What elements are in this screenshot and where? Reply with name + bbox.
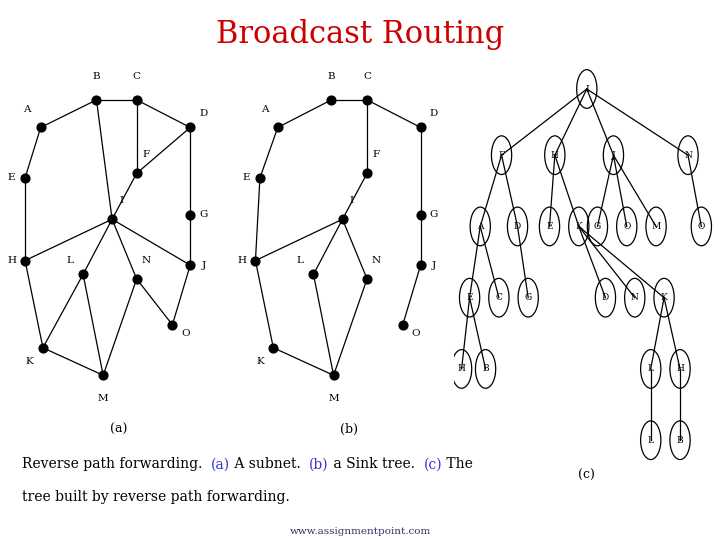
Text: (c): (c)	[424, 457, 442, 471]
Text: E: E	[8, 173, 15, 183]
Text: C: C	[495, 293, 503, 302]
Text: H: H	[238, 256, 246, 265]
Point	[184, 261, 196, 269]
Text: H: H	[676, 364, 684, 374]
Point	[131, 169, 143, 178]
Text: (b): (b)	[341, 423, 359, 436]
Text: C: C	[132, 72, 140, 82]
Point	[307, 270, 319, 279]
Text: F: F	[142, 151, 149, 159]
Text: H: H	[551, 151, 559, 160]
Point	[19, 256, 31, 265]
Text: F: F	[372, 151, 379, 159]
Text: L: L	[297, 256, 304, 265]
Text: J: J	[202, 261, 206, 269]
Point	[415, 261, 426, 269]
Text: M: M	[328, 394, 339, 403]
Point	[250, 256, 261, 265]
Text: N: N	[631, 293, 639, 302]
Text: H: H	[7, 256, 16, 265]
Text: I: I	[585, 84, 589, 93]
Text: G: G	[594, 222, 601, 231]
Text: J: J	[432, 261, 436, 269]
Text: A: A	[24, 105, 31, 113]
Text: www.assignmentpoint.com: www.assignmentpoint.com	[289, 528, 431, 536]
Point	[254, 174, 266, 183]
Text: M: M	[98, 394, 109, 403]
Point	[361, 274, 373, 283]
Point	[361, 169, 373, 178]
Text: B: B	[93, 72, 100, 82]
Point	[397, 320, 408, 329]
Text: O: O	[412, 329, 420, 339]
Point	[131, 96, 143, 104]
Text: E: E	[546, 222, 553, 231]
Text: (a): (a)	[110, 423, 127, 436]
Text: L: L	[648, 436, 654, 445]
Text: G: G	[525, 293, 532, 302]
Point	[361, 96, 373, 104]
Text: (a): (a)	[211, 457, 230, 471]
Point	[19, 174, 31, 183]
Text: N: N	[684, 151, 692, 160]
Point	[37, 343, 49, 352]
Text: H: H	[458, 364, 466, 374]
Text: L: L	[648, 364, 654, 374]
Text: G: G	[430, 210, 438, 219]
Point	[415, 210, 426, 219]
Point	[131, 274, 143, 283]
Point	[184, 123, 196, 132]
Text: K: K	[575, 222, 582, 231]
Text: K: K	[256, 357, 264, 366]
Point	[325, 96, 337, 104]
Point	[91, 96, 102, 104]
Text: The: The	[442, 457, 473, 471]
Text: I: I	[349, 197, 354, 205]
Text: K: K	[661, 293, 667, 302]
Text: F: F	[498, 151, 505, 160]
Point	[35, 123, 46, 132]
Text: D: D	[514, 222, 521, 231]
Text: B: B	[482, 364, 489, 374]
Text: L: L	[66, 256, 73, 265]
Point	[166, 320, 178, 329]
Text: tree built by reverse path forwarding.: tree built by reverse path forwarding.	[22, 490, 289, 504]
Text: N: N	[141, 256, 150, 265]
Text: (c): (c)	[578, 469, 595, 482]
Point	[328, 371, 339, 380]
Text: a Sink tree.: a Sink tree.	[329, 457, 424, 471]
Text: E: E	[467, 293, 473, 302]
Text: A: A	[261, 105, 268, 113]
Text: G: G	[199, 210, 208, 219]
Point	[107, 215, 118, 224]
Text: A subnet.: A subnet.	[230, 457, 310, 471]
Text: D: D	[199, 109, 208, 118]
Text: O: O	[623, 222, 631, 231]
Text: D: D	[602, 293, 609, 302]
Text: (b): (b)	[310, 457, 329, 471]
Text: I: I	[119, 197, 123, 205]
Text: Reverse path forwarding.: Reverse path forwarding.	[22, 457, 211, 471]
Text: B: B	[328, 72, 335, 82]
Point	[337, 215, 348, 224]
Point	[268, 343, 279, 352]
Text: E: E	[243, 173, 251, 183]
Point	[272, 123, 284, 132]
Point	[97, 371, 109, 380]
Text: Broadcast Routing: Broadcast Routing	[216, 19, 504, 50]
Text: B: B	[677, 436, 683, 445]
Point	[415, 123, 426, 132]
Text: K: K	[26, 357, 33, 366]
Point	[77, 270, 89, 279]
Text: O: O	[698, 222, 705, 231]
Text: N: N	[372, 256, 381, 265]
Text: O: O	[181, 329, 190, 339]
Text: A: A	[477, 222, 484, 231]
Text: D: D	[430, 109, 438, 118]
Text: M: M	[652, 222, 661, 231]
Text: J: J	[611, 151, 616, 160]
Text: C: C	[363, 72, 371, 82]
Point	[184, 210, 196, 219]
